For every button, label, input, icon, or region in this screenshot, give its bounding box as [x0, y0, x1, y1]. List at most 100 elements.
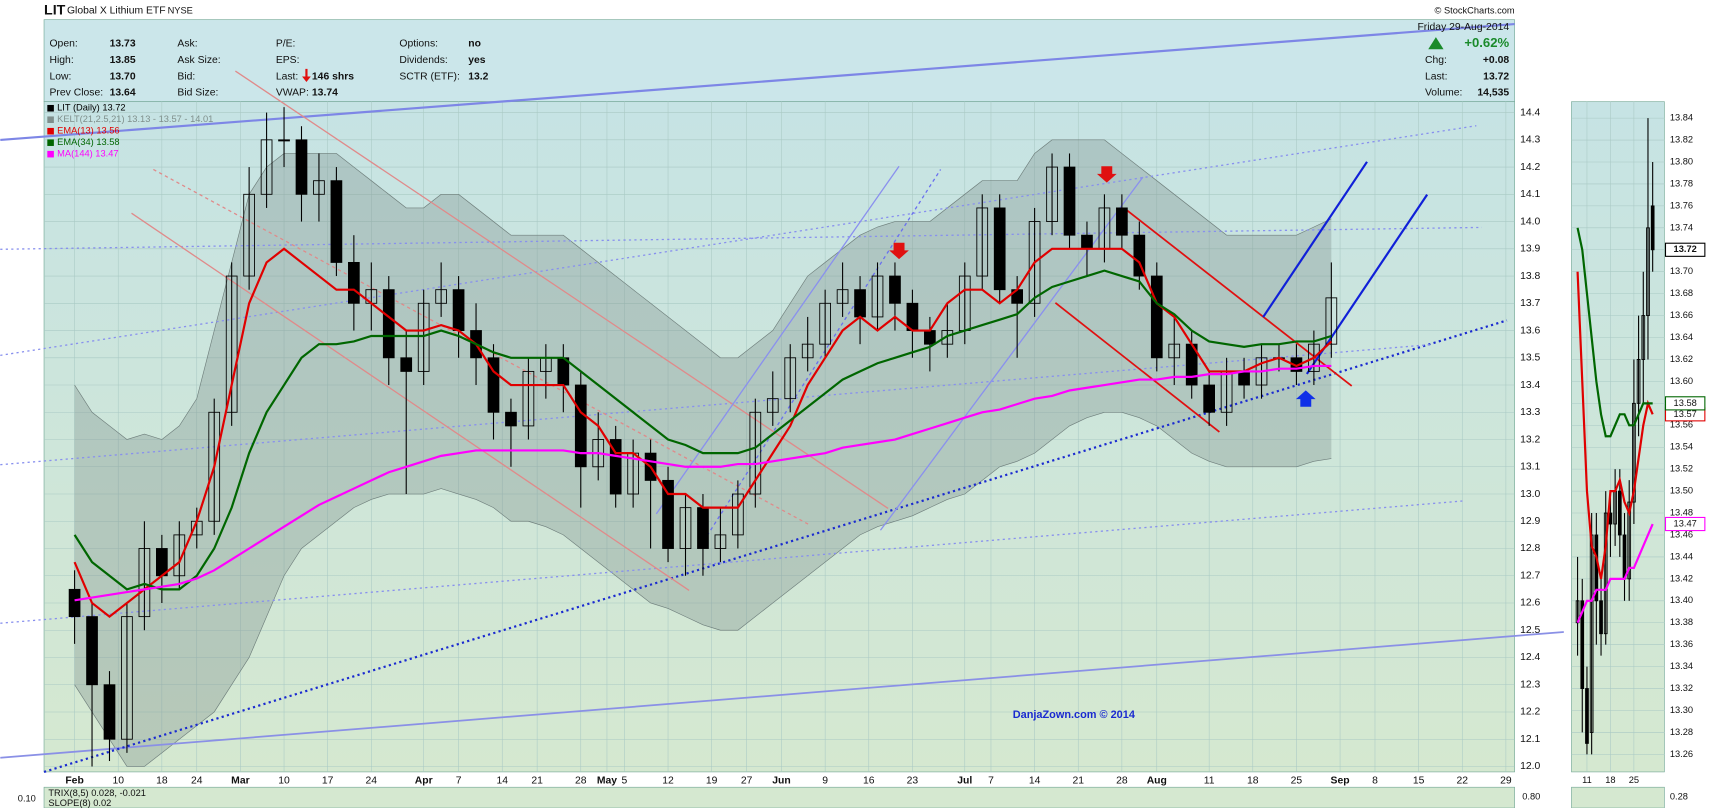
x-tick-label: May — [597, 775, 617, 786]
field-value: 13.72 — [1483, 71, 1509, 82]
x-tick-label: 25 — [1291, 775, 1303, 786]
indicator-line — [74, 364, 1332, 602]
y-tick-label: 13.8 — [1520, 271, 1540, 282]
y-tick-label: 13.52 — [1670, 464, 1693, 474]
candle-body — [1599, 600, 1603, 635]
legend-swatch — [47, 150, 54, 158]
candle-body — [260, 139, 273, 195]
signal-arrow — [1096, 166, 1117, 183]
x-tick-label: 25 — [1629, 775, 1639, 785]
candle-body — [1046, 166, 1058, 223]
x-tick-label: 24 — [191, 775, 203, 786]
y-tick-label: 14.1 — [1520, 189, 1540, 200]
x-tick-label: 28 — [1116, 775, 1128, 786]
y-tick-label: 13.3 — [1520, 407, 1540, 418]
field-label: Prev Close: — [50, 88, 104, 99]
candle-body — [679, 507, 692, 549]
field-value: no — [468, 38, 481, 49]
candle-body — [435, 289, 447, 304]
indicator-lines — [73, 227, 1654, 624]
x-tick-label: 29 — [1500, 775, 1512, 786]
y-tick-label: 12.1 — [1520, 734, 1540, 745]
trend-line — [0, 500, 1466, 624]
candle-body — [871, 275, 884, 318]
x-tick-label: 8 — [1372, 775, 1378, 786]
y-tick-label: 13.84 — [1670, 113, 1693, 123]
field-label: Ask Size: — [177, 55, 220, 66]
y-tick-label: 13.44 — [1670, 551, 1693, 561]
trend-line — [0, 631, 1564, 759]
field-label: Bid Size: — [177, 88, 218, 99]
x-tick-label: 16 — [863, 775, 875, 786]
candle-body — [522, 370, 535, 427]
candle-body — [766, 398, 779, 413]
x-tick-label: Jul — [957, 775, 972, 786]
lower-panel — [43, 786, 1515, 808]
trend-line — [235, 70, 889, 509]
y-tick-label: 13.26 — [1670, 749, 1693, 759]
candle-body — [836, 289, 849, 304]
candle-body — [1116, 207, 1128, 236]
field-value: 13.74 — [312, 88, 338, 99]
field-label: Open: — [50, 38, 78, 49]
y-tick-label: 13.46 — [1670, 529, 1693, 539]
x-tick-label: 10 — [112, 775, 124, 786]
candle-body — [348, 261, 360, 304]
y-tick-label: 14.4 — [1520, 107, 1540, 118]
candle-body — [1646, 227, 1650, 317]
candle-body — [208, 411, 221, 522]
y-tick-label: 13.42 — [1670, 573, 1693, 583]
trend-line — [0, 22, 1515, 142]
field-value: 13.2 — [468, 71, 488, 82]
y-tick-label: 13.28 — [1670, 727, 1693, 737]
legend-label: MA(144) 13.47 — [57, 149, 118, 159]
plot-area — [43, 101, 1515, 773]
price-tag — [1664, 242, 1706, 257]
y-tick-label: 12.4 — [1520, 652, 1540, 663]
x-tick-label: 18 — [1605, 775, 1615, 785]
candle-body — [417, 302, 430, 372]
trend-line — [1054, 302, 1220, 433]
y-tick-label: 13.32 — [1670, 683, 1693, 693]
y-tick-label: 14.3 — [1520, 135, 1540, 146]
candle-body — [400, 357, 413, 372]
date: Friday 29-Aug-2014 — [1417, 22, 1509, 33]
candle-body — [103, 684, 116, 740]
candle-body — [1650, 205, 1655, 251]
candle-body — [1325, 297, 1338, 345]
field-label: Chg: — [1425, 55, 1447, 66]
x-tick-label: 5 — [622, 775, 628, 786]
y-tick-label: 13.38 — [1670, 617, 1693, 627]
candle-body — [1632, 402, 1636, 503]
y-tick-label: 13.74 — [1670, 222, 1693, 232]
x-tick-label: Sep — [1331, 775, 1350, 786]
candle-body — [993, 207, 1006, 291]
side-lower-panel — [1571, 786, 1665, 808]
legend-swatch — [47, 139, 54, 146]
price-tag — [1664, 516, 1706, 532]
field-value: 13.70 — [110, 71, 136, 82]
y-tick-label: 13.34 — [1670, 661, 1693, 671]
up-triangle — [1428, 37, 1444, 50]
y-tick-label: 13.62 — [1670, 354, 1693, 364]
candle-body — [1580, 600, 1585, 689]
x-tick-label: 14 — [1029, 775, 1041, 786]
field-value: 13.73 — [110, 38, 136, 49]
candle-body — [1617, 490, 1622, 536]
candle-body — [819, 302, 831, 345]
y-tick-label: 12.8 — [1520, 543, 1540, 554]
candle-body — [1308, 343, 1320, 372]
candle-body — [574, 384, 587, 468]
field-value: 146 shrs — [312, 71, 354, 82]
x-tick-label: 28 — [575, 775, 587, 786]
x-tick-label: 27 — [741, 775, 753, 786]
signal-arrow — [1295, 390, 1316, 407]
y-tick-label: 13.4 — [1520, 380, 1540, 391]
indicator-line — [1576, 523, 1654, 624]
security-name: Global X Lithium ETF — [67, 6, 166, 17]
candle-body — [138, 548, 151, 618]
field-value: yes — [468, 55, 486, 66]
candle-body — [1150, 275, 1163, 359]
candle-body — [1028, 221, 1041, 304]
field-label: Volume: — [1425, 88, 1463, 99]
